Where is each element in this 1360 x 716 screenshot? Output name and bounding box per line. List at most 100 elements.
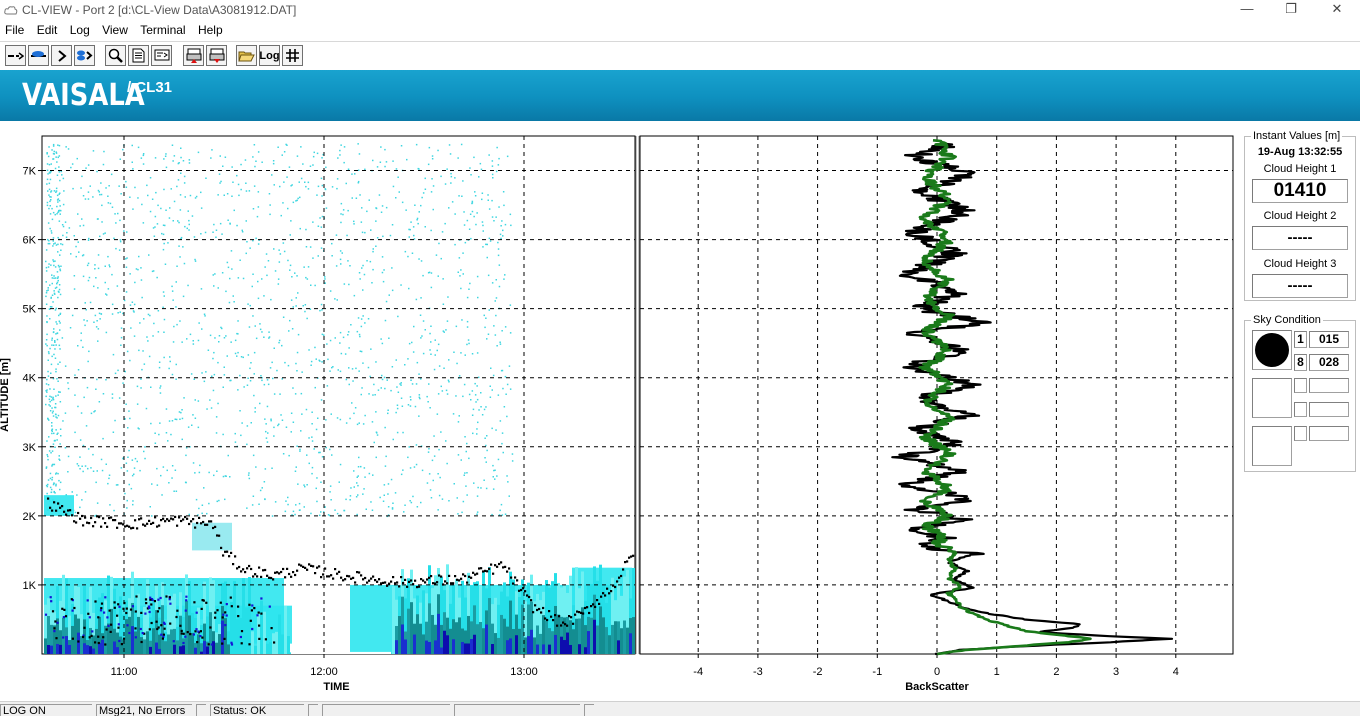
x-tick-label: 11:00 (111, 666, 138, 678)
zoom-icon (108, 48, 123, 63)
sky-layer-height-empty (1309, 402, 1349, 417)
vaisala-logo: VAISALA (22, 78, 145, 113)
cloud-height-2-value: ----- (1252, 226, 1348, 250)
overcast-circle-icon (1255, 333, 1289, 367)
message-status: Msg21, No Errors (96, 704, 192, 716)
cloud-height-3-label: Cloud Height 3 (1263, 258, 1337, 270)
altitude-axis-title: ALTITUDE [m] (0, 358, 11, 432)
sky-layer-2-height: 028 (1309, 354, 1349, 371)
menu-terminal[interactable]: Terminal (140, 23, 186, 37)
sky-condition-legend: Sky Condition (1251, 313, 1323, 327)
status-pane-blank (308, 704, 318, 716)
status-pane-blank (584, 704, 594, 716)
document-button[interactable] (128, 45, 149, 66)
window-title: CL-VIEW - Port 2 [d:\CL-View Data\A30819… (22, 3, 297, 17)
time-plot-grid (42, 136, 635, 654)
low-backscatter-layer (44, 495, 635, 654)
log-button[interactable]: Log (259, 45, 280, 66)
sky-layer-symbol-empty (1252, 426, 1292, 466)
sky-layer-symbol (1252, 330, 1292, 370)
status-bar: LOG ON Msg21, No Errors Status: OK (0, 701, 1360, 716)
ceilometer-plots: 1K 2K 3K 4K 5K 6K 7K 11:00 12:00 13:00 ALTITUDE [m… (0, 135, 1234, 693)
next-button[interactable] (51, 45, 72, 66)
cloud-height-1-label: Cloud Height 1 (1263, 163, 1337, 175)
minimize-button[interactable]: — (1240, 1, 1254, 16)
sky-layer-amount-empty (1294, 426, 1307, 441)
status-pane-blank (454, 704, 580, 716)
profile-x-tick-label: 3 (1113, 666, 1119, 678)
message-button[interactable] (151, 45, 172, 66)
zoom-button[interactable] (105, 45, 126, 66)
vaisala-banner: VAISALA / CL31 (0, 70, 1360, 121)
backscatter-profile-plot[interactable]: -4 -3 -2 -1 0 1 2 3 4 BackScatter (639, 135, 1234, 693)
model-label: / CL31 (127, 79, 173, 96)
time-plot-frame (41, 135, 636, 655)
printer-up-icon (186, 48, 201, 63)
open-file-button[interactable] (236, 45, 257, 66)
cloud-height-2-label: Cloud Height 2 (1263, 210, 1337, 222)
y-tick-label: 3K (23, 442, 37, 454)
profile-x-tick-label: 0 (934, 666, 940, 678)
menu-log[interactable]: Log (69, 23, 90, 37)
cloud-height-3-value: ----- (1252, 274, 1348, 298)
grid-button[interactable] (282, 45, 303, 66)
device-status: Status: OK (210, 704, 304, 716)
profile-x-tick-label: -1 (872, 666, 882, 678)
cloud-app-icon (4, 6, 18, 15)
instant-values-group: Instant Values [m] 19-Aug 13:32:55 Cloud… (1244, 129, 1356, 301)
x-tick-label: 13:00 (510, 666, 538, 678)
cloud-arrow-button[interactable] (74, 45, 95, 66)
status-pane-blank (322, 704, 450, 716)
menu-bar: File Edit Log View Terminal Help (0, 21, 1360, 40)
sky-layer-amount-empty (1294, 378, 1307, 393)
profile-x-tick-label: -2 (813, 666, 823, 678)
sky-layer-height-empty (1309, 378, 1349, 393)
message-icon (154, 49, 169, 61)
sky-layer-height-empty (1309, 426, 1349, 441)
cloud-arrow-icon (77, 50, 93, 61)
print-down-button[interactable] (206, 45, 227, 66)
y-tick-label: 4K (23, 373, 37, 385)
x-tick-label: 12:00 (310, 666, 338, 678)
profile-x-tick-label: 1 (994, 666, 1000, 678)
plot-area: 1K 2K 3K 4K 5K 6K 7K 11:00 12:00 13:00 ALTITUDE [m… (0, 121, 1240, 701)
profile-x-tick-label: -4 (693, 666, 703, 678)
open-folder-icon (238, 51, 255, 61)
cloud-line-button[interactable] (28, 45, 49, 66)
chevron-right-icon (57, 49, 67, 62)
grid-icon (286, 49, 299, 62)
instant-values-legend: Instant Values [m] (1251, 129, 1343, 143)
menu-view[interactable]: View (102, 23, 128, 37)
close-button[interactable]: ✕ (1331, 1, 1343, 16)
sky-layer-amount-empty (1294, 402, 1307, 417)
document-icon (132, 48, 145, 63)
restore-button[interactable]: ❐ (1285, 1, 1297, 16)
profile-x-tick-label: 4 (1173, 666, 1179, 678)
menu-edit[interactable]: Edit (36, 23, 58, 37)
menu-help[interactable]: Help (197, 23, 223, 37)
instant-values-timestamp: 19-Aug 13:32:55 (1257, 146, 1343, 158)
averaged-backscatter-line (918, 139, 1092, 656)
backscatter-axis-title: BackScatter (905, 681, 969, 693)
print-up-button[interactable] (183, 45, 204, 66)
log-icon: Log (259, 49, 280, 62)
data-line-button[interactable] (5, 45, 26, 66)
sky-condition-group: Sky Condition 1 015 8 028 (1244, 313, 1356, 472)
log-status: LOG ON (0, 704, 92, 716)
y-tick-label: 7K (23, 166, 37, 178)
sky-layer-1-amount: 1 (1294, 331, 1307, 348)
profile-x-tick-label: -3 (753, 666, 763, 678)
menu-file[interactable]: File (5, 23, 25, 37)
y-tick-label: 6K (23, 235, 37, 247)
data-line-icon (8, 52, 24, 60)
sky-layer-2-amount: 8 (1294, 354, 1307, 371)
profile-x-tick-label: 2 (1053, 666, 1059, 678)
sky-layer-1-height: 015 (1309, 331, 1349, 348)
backscatter-time-plot[interactable]: 1K 2K 3K 4K 5K 6K 7K 11:00 12:00 13:00 ALTITUDE [m… (0, 135, 640, 693)
cloud-base-detections (44, 497, 635, 646)
y-tick-label: 1K (23, 580, 37, 592)
printer-down-icon (209, 48, 224, 63)
y-tick-label: 5K (23, 304, 37, 316)
y-tick-label: 2K (23, 511, 37, 523)
